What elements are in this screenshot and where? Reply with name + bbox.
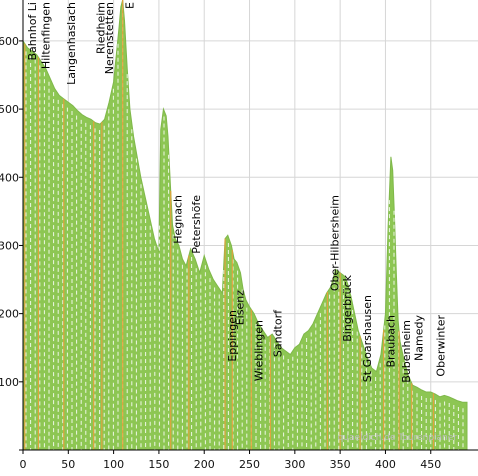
waypoint-label: Riedheim xyxy=(95,2,108,54)
waypoint-label: Ober-Hilbersheim xyxy=(328,195,341,291)
y-tick-label: 300 xyxy=(0,239,19,252)
watermark: quaeldich.de Tourenplaner xyxy=(338,433,458,443)
waypoint-label: Langenhaslach xyxy=(65,2,78,85)
y-tick-label: 500 xyxy=(0,103,19,116)
waypoint-markers xyxy=(24,0,435,450)
waypoint-label: Bingerbrück xyxy=(341,274,354,341)
y-tick-label: 400 xyxy=(0,171,19,184)
x-tick-label: 200 xyxy=(194,458,215,471)
y-tick-label: 600 xyxy=(0,35,19,48)
y-tick-label: 200 xyxy=(0,308,19,321)
area-stripes xyxy=(25,6,464,450)
waypoint-label: Hiltenfingen xyxy=(39,2,52,69)
waypoint-label: Nerenstetten xyxy=(103,2,116,74)
waypoint-label: Namedy xyxy=(413,315,426,361)
waypoint-label: Wieblingen xyxy=(252,320,265,381)
waypoint-label: Sandtorf xyxy=(271,309,284,357)
x-tick-label: 250 xyxy=(239,458,260,471)
x-tick-label: 150 xyxy=(148,458,169,471)
elevation-area xyxy=(22,0,468,451)
waypoint-labels: Bahnhof Li Hiltenfingen Langenhaslach Riedh… xyxy=(26,2,448,383)
elevation-area-fill xyxy=(22,0,468,451)
waypoint-label: St Goarshausen xyxy=(361,295,374,382)
waypoint-label: Bubenheim xyxy=(400,320,413,383)
y-tick-label: 100 xyxy=(0,376,19,389)
x-tick-label: 300 xyxy=(284,458,305,471)
waypoint-label: Bahnhof Li xyxy=(26,2,39,61)
waypoint-label: Eppingen xyxy=(226,310,239,362)
waypoint-label: Eisenz xyxy=(233,290,246,325)
x-tick-label: 350 xyxy=(330,458,351,471)
x-tick-label: 450 xyxy=(420,458,441,471)
x-tick-label: 400 xyxy=(375,458,396,471)
x-tick-label: 0 xyxy=(20,458,27,471)
waypoint-label: Oberwinter xyxy=(434,315,447,377)
waypoint-label: E xyxy=(124,2,137,9)
waypoint-label: Hegnach xyxy=(172,195,185,244)
x-tick-label: 50 xyxy=(61,458,75,471)
waypoint-label: Braubach xyxy=(385,315,398,368)
waypoint-label: Petershöfe xyxy=(190,195,203,254)
x-tick-label: 100 xyxy=(103,458,124,471)
